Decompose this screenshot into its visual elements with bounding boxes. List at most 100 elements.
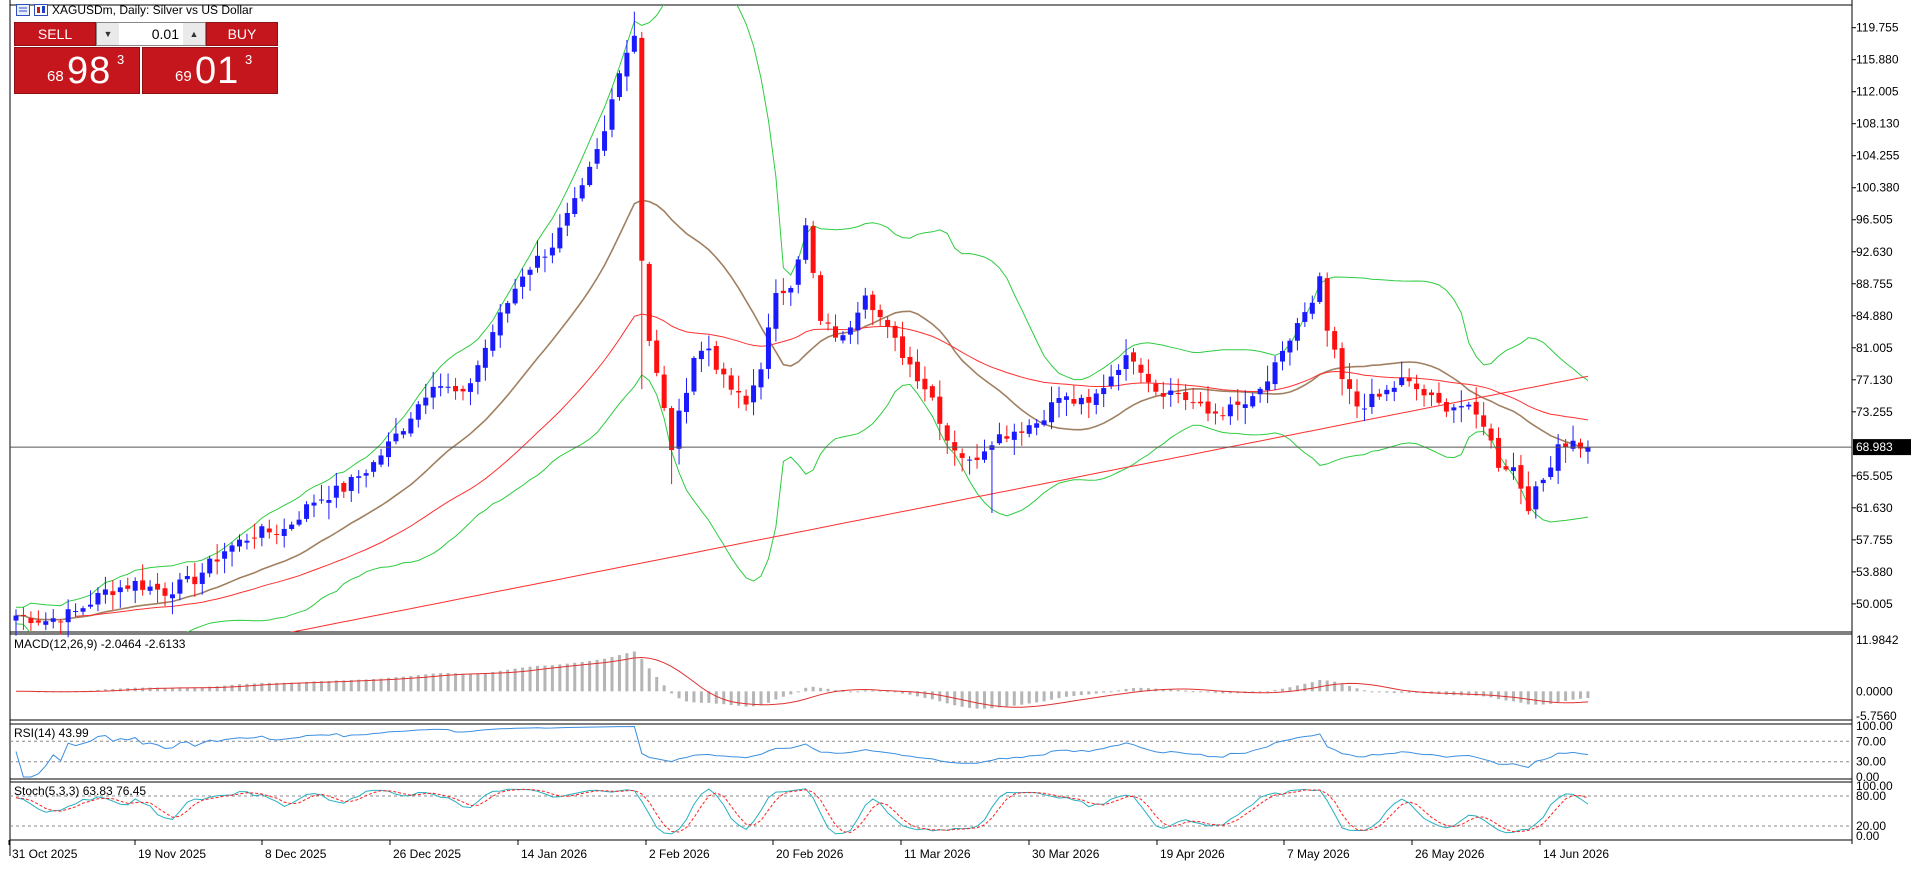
price-tick-label: 77.130 (1856, 373, 1893, 387)
macd-histogram-bar (640, 659, 644, 692)
candle-body (1376, 393, 1382, 397)
macd-histogram-bar (387, 677, 390, 692)
candle-body (117, 587, 123, 593)
price-tick-label: 115.880 (1856, 53, 1899, 67)
date-label: 8 Dec 2025 (265, 847, 327, 861)
candle-body (780, 290, 786, 294)
macd-histogram-bar (290, 682, 294, 692)
macd-histogram-bar (662, 685, 666, 692)
macd-histogram-bar (342, 680, 346, 692)
macd-histogram-bar (1303, 683, 1307, 692)
candle-body (1518, 465, 1524, 489)
macd-histogram-bar (871, 690, 875, 692)
sell-button[interactable]: SELL (14, 22, 96, 46)
candle-body (587, 166, 593, 186)
sell-price-fraction: 3 (117, 52, 125, 67)
candle-body (1101, 388, 1107, 395)
macd-histogram-bar (319, 681, 323, 692)
candle-body (765, 327, 771, 369)
macd-histogram-bar (1318, 679, 1322, 692)
macd-histogram-bar (1027, 691, 1031, 704)
macd-histogram-bar (312, 681, 316, 692)
macd-histogram-bar (1556, 691, 1560, 703)
macd-histogram-bar (841, 691, 845, 693)
candle-body (184, 576, 190, 580)
macd-histogram-bar (550, 665, 554, 692)
candle-body (1391, 387, 1397, 392)
macd-histogram-bar (938, 691, 942, 702)
candle-body (818, 275, 824, 321)
candle-body (177, 579, 183, 594)
lot-size-value[interactable]: 0.01 (151, 26, 179, 42)
candle-body (952, 442, 958, 451)
candle-body (1138, 364, 1144, 373)
macd-histogram-bar (1340, 683, 1344, 692)
candle-body (222, 551, 228, 559)
macd-histogram-bar (156, 687, 160, 692)
chart-type-icon[interactable] (34, 4, 48, 16)
candle-body (1525, 486, 1531, 512)
candle-body (1458, 406, 1464, 408)
candle-body (758, 369, 764, 388)
macd-histogram-bar (424, 674, 428, 692)
panel-frame-0 (9, 4, 1853, 633)
macd-histogram-bar (796, 691, 800, 693)
macd-histogram-bar (1534, 691, 1538, 705)
candle-body (1309, 302, 1315, 314)
candle-body (1488, 428, 1494, 441)
candle-body (259, 526, 265, 538)
date-label: 2 Feb 2026 (649, 847, 710, 861)
candle-body (937, 396, 943, 424)
candle-body (929, 386, 935, 398)
lot-decrease-icon[interactable]: ▼ (97, 23, 119, 45)
candle-body (438, 386, 444, 388)
sell-price-button[interactable]: 68 98 3 (14, 47, 140, 94)
candle-body (1317, 276, 1323, 302)
macd-histogram-bar (543, 665, 547, 692)
macd-histogram-bar (476, 673, 480, 692)
candle-body (453, 385, 459, 392)
lot-size-field[interactable]: ▼ 0.01 ▲ (96, 22, 206, 46)
macd-histogram-bar (707, 691, 711, 703)
candle-body (274, 534, 280, 536)
macd-histogram-bar (1348, 685, 1352, 692)
candle-body (691, 357, 697, 392)
macd-histogram-bar (1564, 691, 1568, 701)
candle-body (467, 383, 473, 392)
candle-body (1056, 398, 1062, 403)
chart-menu-icon[interactable] (16, 4, 30, 16)
candle-body (751, 385, 757, 403)
candle-body (147, 586, 153, 591)
macd-histogram-bar (1400, 691, 1404, 693)
macd-label: MACD(12,26,9) -2.0464 -2.6133 (14, 637, 186, 651)
rsi-tick-label: 30.00 (1856, 755, 1886, 769)
candle-body (251, 537, 257, 539)
macd-histogram-bar (670, 691, 674, 694)
macd-histogram-bar (945, 691, 949, 704)
stoch-label: Stoch(5,3,3) 63.83 76.45 (14, 784, 146, 798)
macd-histogram-bar (1050, 691, 1054, 700)
macd-tick-label: 11.9842 (1856, 633, 1899, 647)
macd-histogram-bar (364, 679, 368, 692)
macd-histogram-bar (774, 691, 778, 700)
candle-body (646, 263, 652, 341)
date-axis: 31 Oct 2025 19 Nov 2025 8 Dec 2025 26 Dec 2… (8, 840, 1609, 861)
candle-body (1570, 440, 1576, 449)
candle-body (1496, 437, 1502, 468)
candle-body (900, 336, 906, 359)
macd-histogram-bar (230, 684, 234, 692)
lot-increase-icon[interactable]: ▲ (183, 23, 205, 45)
buy-price-button[interactable]: 69 01 3 (142, 47, 278, 94)
candle-body (229, 545, 235, 552)
macd-signal-line (16, 656, 1589, 708)
date-label: 19 Apr 2026 (1160, 847, 1225, 861)
candle-body (378, 455, 384, 465)
candle-body (289, 524, 295, 530)
macd-histogram-bar (1586, 691, 1590, 699)
candle-body (1540, 479, 1546, 484)
candle-body (1153, 383, 1159, 392)
macd-histogram-bar (1385, 691, 1389, 693)
buy-button[interactable]: BUY (206, 22, 278, 46)
candle-body (1205, 401, 1211, 414)
